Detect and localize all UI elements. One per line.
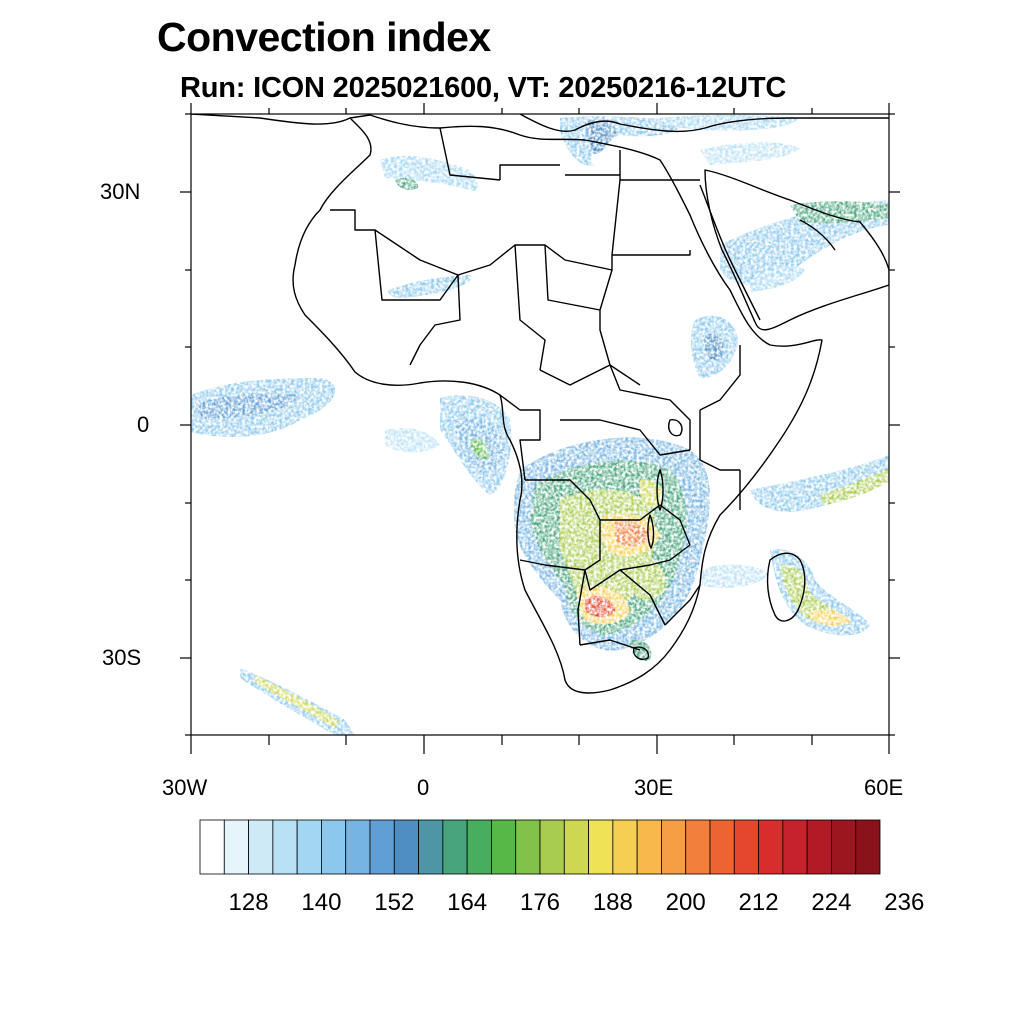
colorbar-swatch [806,819,832,875]
colorbar-swatch [199,819,225,875]
lat-label-30s: 30S [102,645,142,670]
colorbar-swatch [758,819,784,875]
colorbar-swatch [588,819,614,875]
colorbar-swatch [345,819,371,875]
colorbar [199,819,881,875]
lon-label-30e: 30E [634,775,674,800]
colorbar-swatch [685,819,711,875]
colorbar-label: 176 [519,889,561,916]
colorbar-swatch [223,819,249,875]
country-borders [330,127,741,651]
colorbar-label: 224 [811,889,852,916]
colorbar-swatch [321,819,347,875]
colorbar-swatch [709,819,735,875]
colorbar-swatch [612,819,638,875]
map-frame [180,103,900,754]
colorbar-swatch [248,819,274,875]
colorbar-label: 152 [374,889,415,916]
lon-label-0: 0 [417,775,430,800]
colorbar-swatch [491,819,517,875]
colorbar-swatch [393,819,419,875]
colorbar-swatch [466,819,492,875]
colorbar-swatch [272,819,298,875]
map-title: Convection index [157,14,491,60]
colorbar-swatch [369,819,395,875]
colorbar-swatch [855,819,881,875]
colorbar-label: 200 [665,889,706,916]
colorbar-swatch [418,819,444,875]
europe-coastline [191,114,889,133]
colorbar-swatch [636,819,662,875]
colorbar-swatch [515,819,541,875]
colorbar-swatch [831,819,857,875]
convection-field [191,115,889,735]
lat-label-30n: 30N [100,179,141,204]
colorbar-label: 128 [228,889,269,916]
colorbar-label: 164 [447,889,488,916]
colorbar-swatch [661,819,687,875]
colorbar-label: 212 [738,889,779,916]
colorbar-swatch [539,819,565,875]
coastlines [191,114,889,694]
africa-coastline [292,114,823,694]
colorbar-label: 140 [301,889,342,916]
map-subtitle: Run: ICON 2025021600, VT: 20250216-12UTC [180,72,787,104]
lon-label-30w: 30W [162,775,208,800]
colorbar-swatch [563,819,589,875]
arabia-coastline [704,169,889,331]
colorbar-swatch [733,819,759,875]
field-sahara-streak [388,275,472,298]
colorbar-swatch [442,819,468,875]
lat-label-0: 0 [137,412,150,437]
lon-label-60e: 60E [864,775,904,800]
colorbar-label: 188 [592,889,633,916]
madagascar-coastline [766,552,806,622]
colorbar-swatch [296,819,322,875]
colorbar-label: 236 [884,889,925,916]
field-indian-ocean-band [750,455,889,512]
colorbar-swatch [782,819,808,875]
